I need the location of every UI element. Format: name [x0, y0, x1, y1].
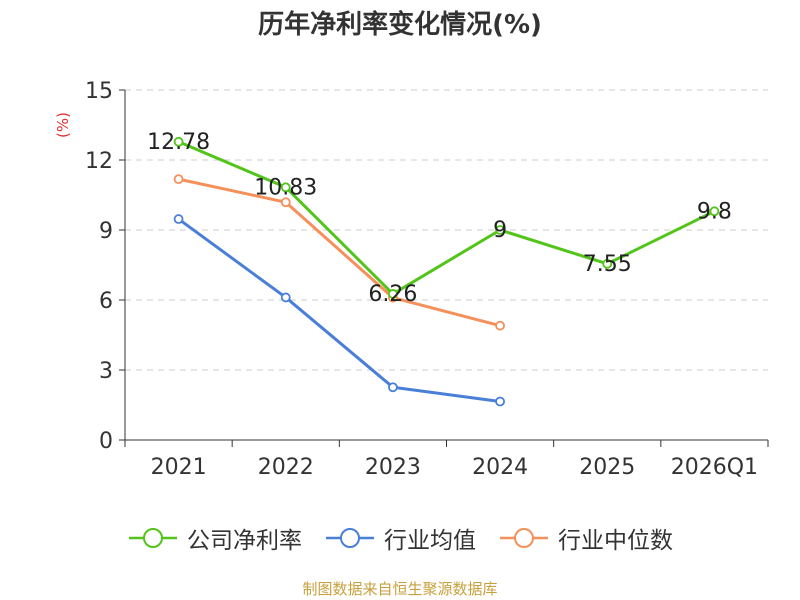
source-note: 制图数据来自恒生聚源数据库 — [302, 580, 498, 598]
chart-title: 历年净利率变化情况(%) — [258, 10, 542, 40]
legend-swatch — [129, 528, 177, 548]
data-point — [495, 320, 505, 331]
data-label: 6.26 — [368, 282, 417, 307]
legend-swatch — [326, 528, 374, 548]
data-point — [173, 174, 184, 185]
data-point — [388, 289, 398, 299]
data-label: 7.55 — [583, 252, 632, 277]
y-tick-label: 6 — [99, 289, 113, 314]
y-tick-label: 3 — [99, 359, 113, 384]
data-label-layer: 12.78 10.83 6.26 9 7.55 9.8 — [147, 130, 732, 307]
data-label: 9 — [493, 218, 507, 243]
x-tick-label: 2026Q1 — [671, 455, 758, 480]
axis-layer: 0 3 6 9 12 15 2021 2022 2023 2024 2025 2026Q1 (%) — [54, 79, 769, 480]
legend: 公司净利率 行业均值 行业中位数 — [0, 518, 800, 558]
y-axis-label: (%) — [54, 112, 72, 138]
data-label: 12.78 — [147, 130, 210, 155]
grid-layer — [125, 89, 768, 371]
y-tick-label: 15 — [85, 79, 113, 104]
data-point — [280, 292, 291, 303]
data-point — [602, 258, 613, 269]
x-tick-label: 2022 — [258, 455, 314, 480]
data-point — [280, 197, 291, 208]
data-point — [709, 206, 720, 217]
legend-label: 行业中位数 — [558, 528, 673, 554]
data-point — [173, 214, 184, 224]
x-tick-label: 2024 — [472, 455, 528, 480]
series-line — [178, 177, 501, 328]
legend-item[interactable]: 行业中位数 — [498, 521, 673, 555]
series-layer — [173, 136, 720, 407]
data-point — [388, 382, 398, 393]
data-point — [495, 225, 505, 235]
data-label: 9.8 — [697, 199, 732, 224]
x-tick-label: 2025 — [579, 455, 635, 480]
x-tick-label: 2021 — [151, 455, 207, 480]
y-tick-label: 12 — [85, 149, 113, 174]
y-tick-label: 0 — [99, 429, 113, 454]
legend-label: 行业均值 — [384, 528, 476, 554]
data-point — [173, 136, 184, 147]
data-label: 10.83 — [254, 175, 317, 200]
legend-label: 公司净利率 — [187, 528, 302, 554]
data-point — [280, 182, 291, 193]
x-tick-label: 2023 — [365, 455, 421, 480]
legend-swatch — [500, 528, 548, 548]
series-line — [177, 140, 716, 296]
legend-item[interactable]: 行业均值 — [324, 521, 476, 555]
legend-item[interactable]: 公司净利率 — [127, 521, 302, 555]
series-line — [177, 217, 501, 403]
y-tick-label: 9 — [99, 219, 113, 244]
data-point — [495, 396, 505, 407]
